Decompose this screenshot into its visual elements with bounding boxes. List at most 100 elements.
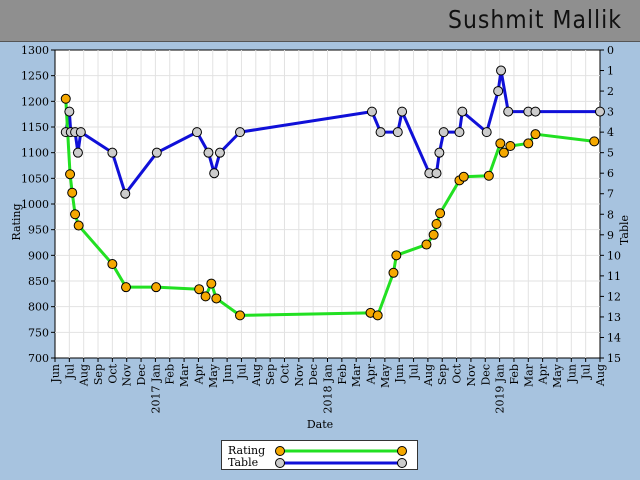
legend-label-rating: Rating xyxy=(228,444,266,457)
legend: Rating Table xyxy=(221,440,418,470)
y-right-tick-label: 4 xyxy=(607,126,614,139)
y-left-tick-label: 800 xyxy=(28,301,49,314)
data-point-rating xyxy=(73,220,84,231)
y-left-tick-label: 1300 xyxy=(21,44,49,57)
x-tick-label: Jun xyxy=(565,364,578,384)
legend-item-table: Table xyxy=(228,456,258,469)
header-bar: Sushmit Mallik xyxy=(0,0,640,42)
legend-marker-rating xyxy=(275,446,285,456)
data-point-rating xyxy=(458,171,469,182)
data-point-rating xyxy=(483,170,494,181)
data-point-table xyxy=(203,147,214,158)
x-tick-label: Sep xyxy=(264,364,277,385)
y-right-tick-label: 1 xyxy=(607,65,614,78)
data-point-table xyxy=(120,188,131,199)
data-point-rating xyxy=(495,138,506,149)
data-point-table xyxy=(214,147,225,158)
legend-item-rating: Rating xyxy=(228,444,265,457)
y-right-tick-label: 12 xyxy=(607,290,621,303)
x-tick-label: Aug xyxy=(78,364,91,387)
data-point-rating xyxy=(498,147,509,158)
x-tick-label: Dec xyxy=(479,364,492,386)
data-point-table xyxy=(375,127,386,138)
x-tick-label: May xyxy=(207,363,220,388)
data-point-rating xyxy=(435,208,446,219)
data-point-rating xyxy=(60,93,71,104)
y-right-tick-label: 13 xyxy=(607,311,621,324)
x-tick-label: Nov xyxy=(465,363,478,386)
data-point-table xyxy=(397,106,408,117)
y-right-tick-label: 0 xyxy=(607,44,614,57)
data-point-rating xyxy=(421,239,432,250)
y-left-tick-label: 750 xyxy=(28,326,49,339)
x-tick-label: Jul xyxy=(580,364,593,380)
data-point-table xyxy=(481,127,492,138)
y-axis-left-label: Rating xyxy=(10,203,23,240)
x-tick-label: 2018 Jan xyxy=(322,364,335,414)
data-point-rating xyxy=(67,187,78,198)
x-tick-label: Sep xyxy=(92,364,105,385)
legend-marker-rating-end xyxy=(397,446,407,456)
axis-ticks: Jun Jul Aug Sep Oct Nov Dec 2017 Jan Feb Mar Apr Ma… xyxy=(21,44,621,414)
data-point-table xyxy=(392,127,403,138)
x-tick-label: Feb xyxy=(164,364,177,385)
data-point-table xyxy=(72,147,83,158)
x-tick-label: Oct xyxy=(451,363,464,383)
data-point-rating xyxy=(235,310,246,321)
x-tick-label: May xyxy=(551,363,564,388)
data-point-table xyxy=(431,168,442,179)
data-point-table xyxy=(595,106,605,117)
x-tick-label: Aug xyxy=(594,364,607,387)
data-point-table xyxy=(434,147,445,158)
data-point-table xyxy=(107,147,118,158)
x-tick-label: Dec xyxy=(135,364,148,386)
y-right-tick-label: 3 xyxy=(607,106,614,119)
y-right-tick-label: 11 xyxy=(607,270,621,283)
x-tick-label: Feb xyxy=(336,364,349,385)
y-right-tick-label: 7 xyxy=(607,188,614,201)
data-point-rating xyxy=(372,310,383,321)
data-point-table xyxy=(64,106,75,117)
data-point-table xyxy=(457,106,468,117)
data-point-rating xyxy=(70,209,81,220)
x-tick-label: Jun xyxy=(49,364,62,384)
y-left-tick-label: 900 xyxy=(28,249,49,262)
y-left-tick-label: 1100 xyxy=(21,147,49,160)
data-point-rating xyxy=(120,282,131,293)
x-tick-label: Jun xyxy=(221,364,234,384)
y-left-tick-label: 1150 xyxy=(21,121,49,134)
y-left-tick-label: 1250 xyxy=(21,70,49,83)
data-point-rating xyxy=(194,284,205,295)
x-tick-label: Oct xyxy=(278,363,291,383)
data-point-table xyxy=(503,106,514,117)
data-point-rating xyxy=(107,259,118,270)
x-tick-label: Mar xyxy=(522,363,535,387)
y-right-tick-label: 8 xyxy=(607,208,614,221)
x-tick-label: Jul xyxy=(235,364,248,380)
x-tick-label: May xyxy=(379,363,392,388)
data-point-rating xyxy=(428,229,439,240)
y-right-tick-label: 14 xyxy=(607,331,621,344)
data-point-rating xyxy=(206,278,217,289)
y-left-tick-label: 1200 xyxy=(21,95,49,108)
y-right-tick-label: 15 xyxy=(607,352,621,365)
x-tick-label: Aug xyxy=(422,364,435,387)
y-left-tick-label: 850 xyxy=(28,275,49,288)
data-point-rating xyxy=(431,219,442,230)
data-point-rating xyxy=(388,267,399,278)
y-axis-right-label: Table xyxy=(618,215,631,245)
x-tick-label: Oct xyxy=(106,363,119,383)
y-left-tick-label: 700 xyxy=(28,352,49,365)
data-point-table xyxy=(366,106,377,117)
player-name: Sushmit Mallik xyxy=(447,6,622,35)
x-tick-label: Dec xyxy=(307,364,320,386)
data-point-table xyxy=(496,65,507,76)
x-tick-label: Apr xyxy=(537,363,550,385)
data-point-table xyxy=(454,127,465,138)
data-point-table xyxy=(209,168,220,179)
x-tick-label: 2019 Jan xyxy=(494,364,507,414)
series-layer xyxy=(60,65,605,321)
data-point-rating xyxy=(523,138,534,149)
data-point-table xyxy=(438,127,449,138)
